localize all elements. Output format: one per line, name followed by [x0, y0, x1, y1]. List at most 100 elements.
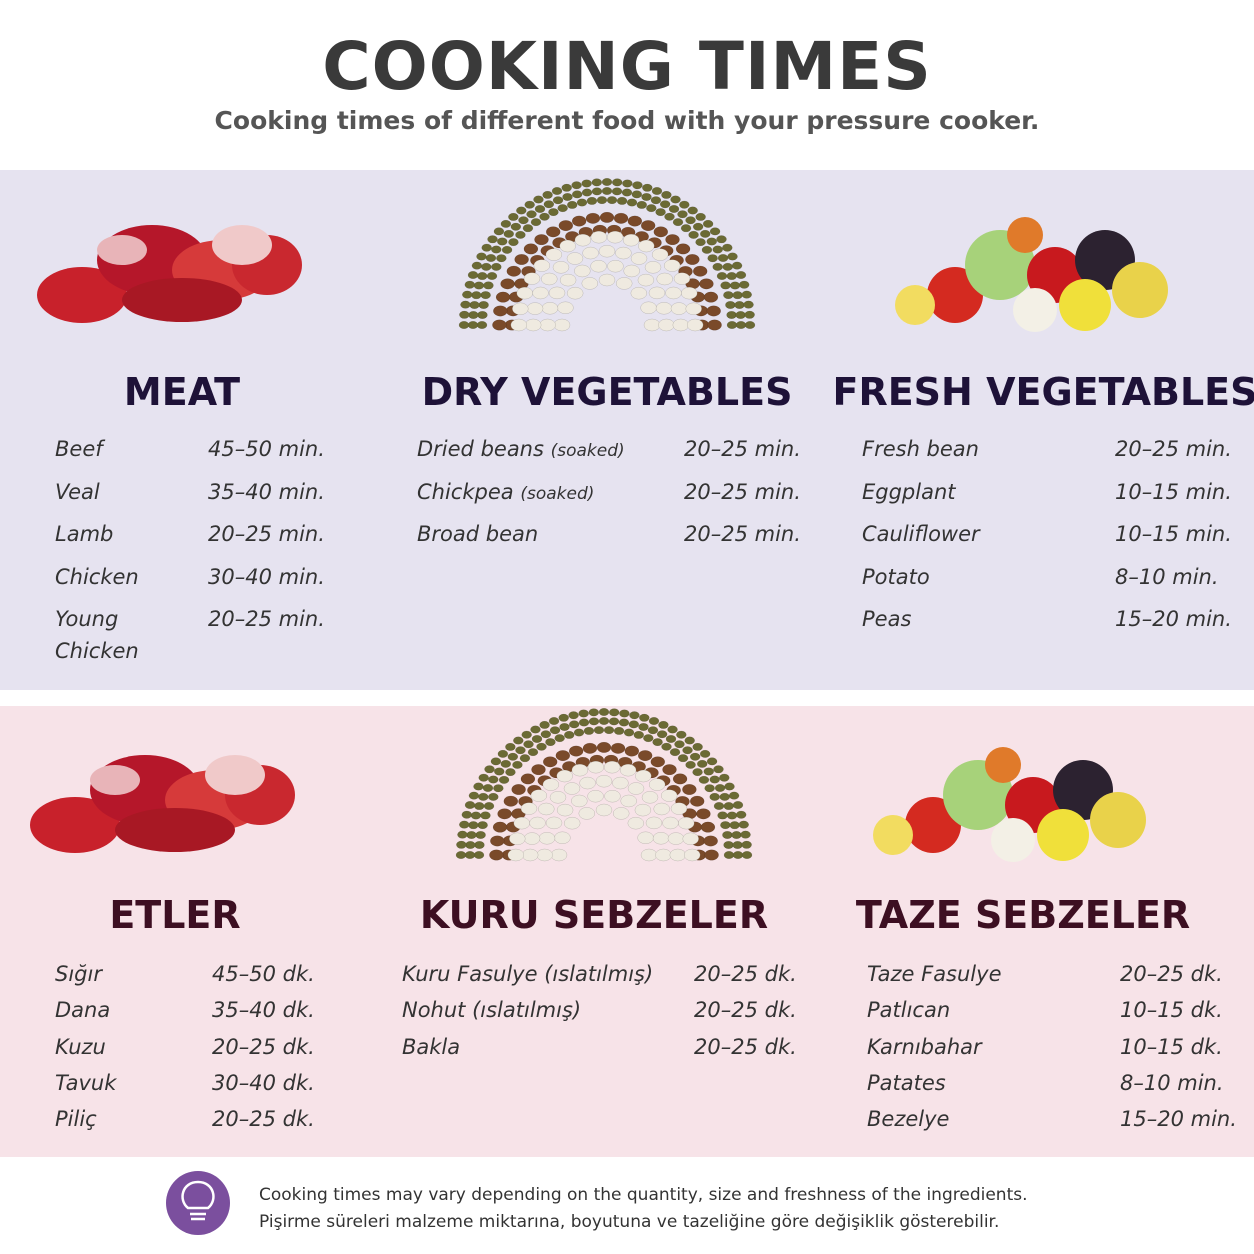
illustration-shape — [741, 290, 752, 299]
illustration-shape — [483, 802, 495, 811]
illustration-shape — [507, 848, 525, 862]
illustration-shape — [612, 776, 629, 790]
subtitle: Cooking times of different food with you… — [214, 106, 1040, 135]
illustration-shape — [670, 802, 688, 815]
item-name: Veal — [55, 476, 195, 508]
illustration-shape — [1112, 262, 1168, 318]
item-name: Bakla — [402, 1031, 692, 1063]
illustration-shape — [568, 711, 579, 720]
item-name-text: Beef — [55, 437, 103, 461]
item-name-text: Chicken — [55, 564, 139, 589]
illustration-shape — [610, 742, 626, 754]
illustration-shape — [670, 302, 688, 315]
illustration-shape — [593, 726, 605, 735]
item-time: 10–15 dk. — [1120, 998, 1223, 1023]
illustration-shape — [1090, 792, 1146, 848]
illustration-shape — [519, 754, 531, 763]
illustration-shape — [735, 810, 747, 819]
item-name: Kuru Fasulye (ıslatılmış) — [402, 958, 692, 990]
illustration-shape — [493, 767, 505, 776]
illustration-shape — [713, 765, 724, 774]
illustration-shape — [583, 726, 595, 735]
illustration-shape — [527, 748, 539, 757]
item-time: 45–50 dk. — [212, 962, 315, 986]
illustration-shape — [689, 752, 701, 761]
illustration-shape — [709, 775, 720, 784]
illustration-shape — [489, 849, 504, 861]
item-name-text: Bezelye — [867, 1107, 950, 1132]
illustration-shape — [526, 302, 544, 315]
item-name-text: Peas — [862, 607, 912, 631]
illustration-shape — [598, 244, 616, 258]
illustration-shape — [613, 212, 629, 224]
illustration-shape — [474, 802, 485, 811]
illustration-shape — [635, 769, 652, 783]
illustration-shape — [539, 212, 550, 221]
illustration-shape — [500, 278, 515, 290]
illustration-shape — [505, 768, 516, 777]
item-time: 20–25 min. — [208, 522, 325, 546]
illustration-shape — [477, 272, 488, 281]
illustration-shape — [536, 742, 547, 751]
item-name-text: Bakla — [402, 1034, 461, 1059]
illustration-shape — [529, 816, 546, 830]
illustration-shape — [508, 212, 519, 221]
illustration-shape — [561, 183, 572, 192]
item-name-text: Cauliflower — [862, 522, 980, 546]
illustration-shape — [1007, 217, 1043, 253]
illustration-shape — [548, 717, 560, 726]
illustration-shape — [656, 272, 673, 286]
illustration-shape — [508, 238, 519, 247]
illustration-shape — [607, 259, 624, 273]
illustration-shape — [734, 301, 745, 310]
illustration-shape — [557, 204, 568, 213]
illustration-shape — [651, 187, 663, 196]
illustration-shape — [658, 318, 675, 332]
illustration-shape — [744, 321, 756, 329]
title: COOKING TIMES — [322, 28, 932, 105]
item-name-text: Tavuk — [55, 1070, 117, 1095]
illustration-shape — [665, 734, 677, 743]
illustration-shape — [641, 791, 659, 804]
illustration-shape — [606, 196, 618, 205]
illustration-shape — [709, 227, 721, 236]
item-name: Taze Fasulye — [867, 958, 1107, 990]
illustration-shape — [515, 230, 526, 239]
footer-note: Cooking times may vary depending on the … — [259, 1185, 1028, 1205]
illustration-shape — [574, 264, 591, 278]
item-name: Cauliflower — [862, 518, 1102, 550]
illustration-shape — [682, 746, 693, 755]
illustration-shape — [659, 200, 671, 209]
illustration-shape — [639, 713, 650, 722]
illustration-shape — [493, 227, 505, 236]
illustration-shape — [738, 280, 750, 289]
illustration-shape — [456, 840, 467, 849]
illustration-shape — [473, 281, 485, 290]
illustration-shape — [716, 235, 727, 244]
illustration-shape — [520, 773, 536, 785]
illustration-shape — [514, 253, 529, 265]
column-title: FRESH VEGETABLES — [832, 370, 1254, 414]
illustration-shape — [641, 192, 652, 201]
illustration-shape — [566, 252, 584, 265]
illustration-shape — [462, 290, 473, 299]
illustration-shape — [702, 219, 714, 228]
illustration-shape — [552, 261, 570, 274]
illustration-shape — [490, 757, 502, 766]
illustration-shape — [680, 224, 692, 233]
illustration-shape — [591, 187, 603, 196]
illustration-shape — [628, 720, 640, 729]
item-time: 15–20 min. — [1115, 607, 1232, 631]
item-name: Bezelye — [867, 1103, 1107, 1135]
illustration-shape — [545, 738, 556, 747]
item-name: Karnıbahar — [867, 1031, 1107, 1063]
illustration-shape — [541, 272, 558, 286]
illustration-shape — [637, 273, 655, 287]
illustration-shape — [563, 782, 581, 795]
illustration-shape — [595, 803, 613, 817]
illustration-shape — [723, 851, 735, 859]
illustration-shape — [523, 243, 539, 255]
illustration-shape — [468, 791, 480, 800]
item-name-text: Dried beans — [417, 437, 544, 461]
illustration-shape — [571, 763, 589, 777]
